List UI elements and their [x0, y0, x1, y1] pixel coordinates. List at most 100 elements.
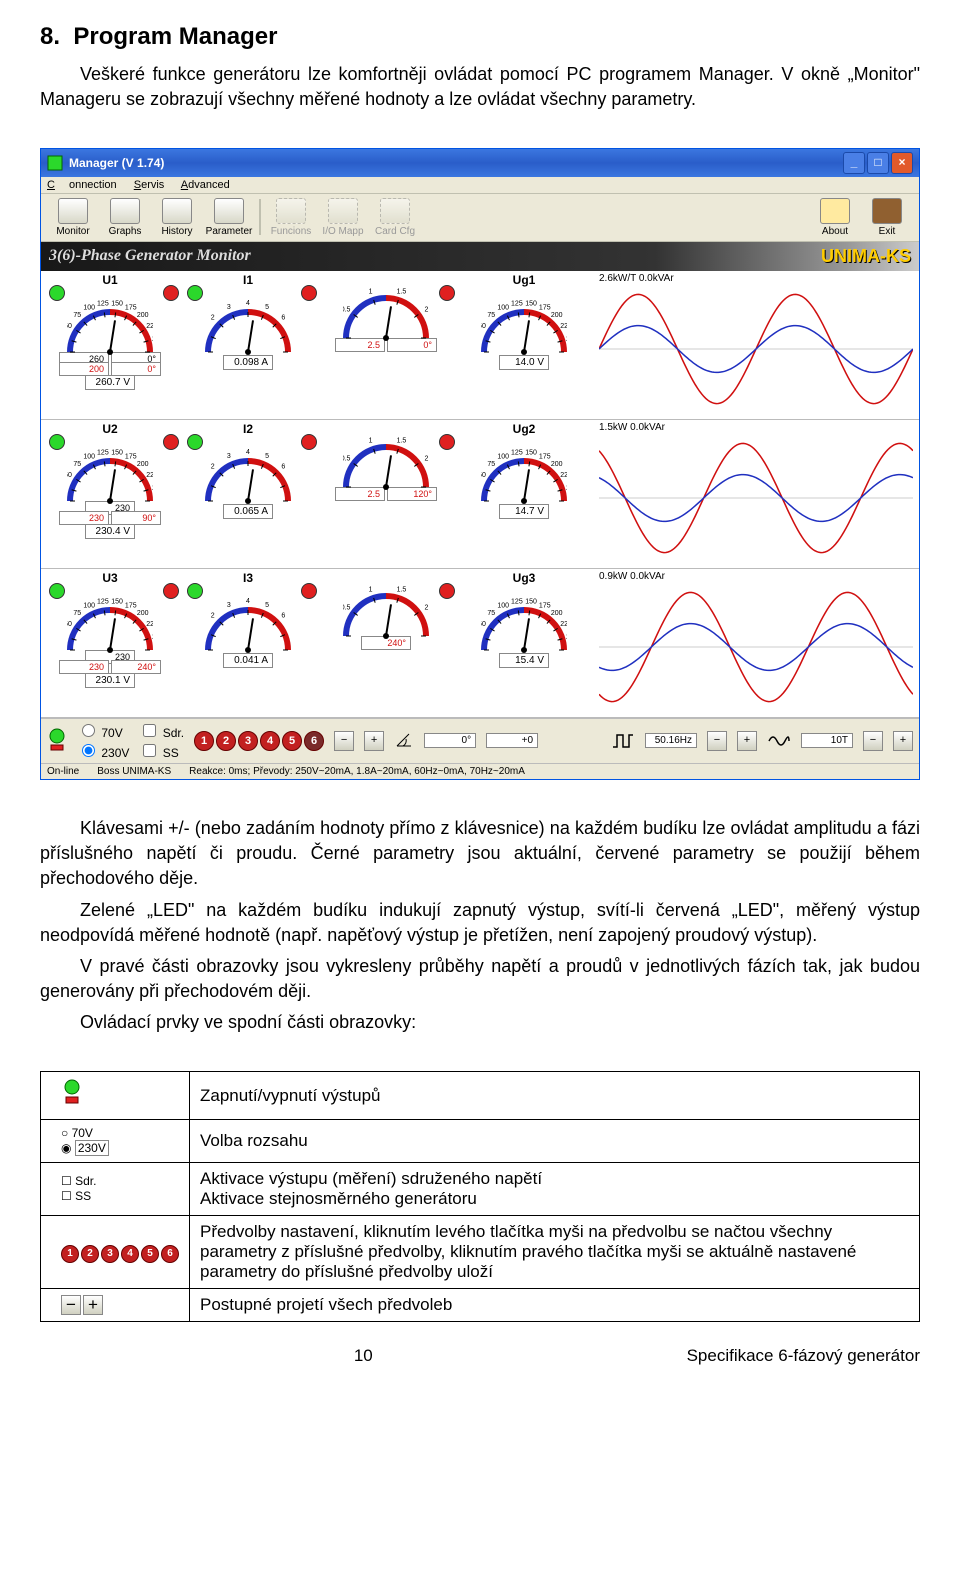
amp2-value[interactable]: 230 [59, 511, 109, 525]
page-footer: 10 Specifikace 6-fázový generátor [0, 1342, 960, 1386]
freq-value[interactable]: 50.16Hz [645, 733, 697, 748]
gauge-cell: Ug2 0255075100125150175200225250275 14.7… [455, 420, 593, 568]
svg-text:225: 225 [560, 323, 567, 330]
svg-text:175: 175 [539, 602, 551, 609]
phase2-value[interactable]: 90° [111, 511, 161, 525]
icon-power-toggle [41, 1072, 190, 1120]
right-plus-button[interactable]: + [893, 731, 913, 751]
toolbar: Monitor Graphs History Parameter Funcion… [41, 194, 919, 242]
svg-text:175: 175 [125, 602, 137, 609]
svg-text:0.5: 0.5 [343, 307, 351, 314]
led-right [439, 583, 455, 599]
gauge-dial[interactable]: 0255075100125150175200225250275 [481, 437, 567, 507]
gauge-label: Ug1 [459, 273, 589, 287]
minus-button[interactable]: − [334, 731, 354, 751]
svg-text:1: 1 [369, 586, 373, 593]
range-230v-radio[interactable]: 230V [77, 741, 129, 761]
gauge-dial[interactable]: 012345678 [205, 586, 291, 656]
freq-minus-button[interactable]: − [707, 731, 727, 751]
gauge-label: Ug3 [459, 571, 589, 585]
preset-ball[interactable]: 4 [260, 731, 280, 751]
svg-text:175: 175 [539, 453, 551, 460]
desc-power: Zapnutí/vypnutí výstupů [190, 1072, 920, 1120]
toolbar-about[interactable]: About [809, 198, 861, 237]
led-right [301, 434, 317, 450]
waveform [599, 284, 913, 414]
svg-text:100: 100 [497, 304, 509, 311]
led-right [301, 583, 317, 599]
wave-icon [767, 731, 791, 751]
amp2-value[interactable]: 230 [59, 660, 109, 674]
right-value[interactable]: 10T [801, 733, 853, 748]
svg-text:3: 3 [227, 602, 231, 609]
svg-text:175: 175 [539, 304, 551, 311]
svg-text:75: 75 [487, 461, 495, 468]
phase-value[interactable]: 0° [424, 733, 476, 748]
menu-servis[interactable]: Servis [134, 179, 165, 191]
led-right [439, 434, 455, 450]
freq-plus-button[interactable]: + [737, 731, 757, 751]
gauge-dial[interactable]: 0255075100125150175200225250275 [481, 586, 567, 656]
svg-text:150: 150 [111, 300, 123, 307]
phase2-value[interactable]: 0° [111, 362, 161, 376]
offset-value[interactable]: +0 [486, 733, 538, 748]
preset-ball[interactable]: 1 [194, 731, 214, 751]
menu-connection[interactable]: Connection [47, 179, 117, 191]
range-70v-radio[interactable]: 70V [77, 721, 129, 741]
gauge-dial[interactable]: 012345678 [205, 288, 291, 358]
gauge-dial[interactable]: 012345678 [205, 437, 291, 507]
gauge-dial[interactable]: 00.511.522.5 [343, 572, 429, 642]
titlebar[interactable]: Manager (V 1.74) _ □ × [41, 149, 919, 177]
svg-text:75: 75 [487, 312, 495, 319]
desc-range: Volba rozsahu [190, 1120, 920, 1163]
preset-ball[interactable]: 3 [238, 731, 258, 751]
led-left [187, 583, 203, 599]
desc-activation: Aktivace výstupu (měření) sdruženého nap… [190, 1163, 920, 1216]
gauge-cell: 00.511.522.5 2.5 120° [317, 420, 455, 568]
svg-text:125: 125 [97, 300, 109, 307]
amp2-value[interactable]: 200 [59, 362, 109, 376]
icon-presets: 1 2 3 4 5 6 [41, 1216, 190, 1289]
sdr-checkbox[interactable]: Sdr. [139, 721, 184, 741]
led-right [163, 583, 179, 599]
right-minus-button[interactable]: − [863, 731, 883, 751]
preset-ball[interactable]: 6 [304, 731, 324, 751]
toolbar-exit[interactable]: Exit [861, 198, 913, 237]
plus-button[interactable]: + [364, 731, 384, 751]
gauge-dial[interactable]: 0255075100125150175200225250275 [67, 586, 153, 656]
maximize-button[interactable]: □ [867, 152, 889, 174]
preset-ball[interactable]: 5 [282, 731, 302, 751]
svg-text:1: 1 [369, 437, 373, 444]
toolbar-cardcfg: Card Cfg [369, 198, 421, 237]
svg-text:150: 150 [525, 598, 537, 605]
menu-advanced[interactable]: Advanced [181, 179, 230, 191]
toolbar-graphs[interactable]: Graphs [99, 198, 151, 237]
toolbar-funcions: Funcions [265, 198, 317, 237]
toolbar-parameter[interactable]: Parameter [203, 198, 255, 237]
waveform [599, 582, 913, 712]
svg-text:200: 200 [551, 610, 563, 617]
desc-sweep: Postupné projetí všech předvoleb [190, 1289, 920, 1322]
toolbar-history[interactable]: History [151, 198, 203, 237]
wave-label: 0.9kW 0.0kVAr [599, 571, 913, 582]
gauge-dial[interactable]: 0255075100125150175200225250275 [481, 288, 567, 358]
phase2-value[interactable]: 240° [111, 660, 161, 674]
gauge-dial[interactable]: 00.511.522.5 [343, 423, 429, 493]
toolbar-monitor[interactable]: Monitor [47, 198, 99, 237]
power-toggle-icon[interactable] [47, 727, 67, 755]
minimize-button[interactable]: _ [843, 152, 865, 174]
gauge-dial[interactable]: 0255075100125150175200225250275 [67, 288, 153, 358]
gauge-dial[interactable]: 0255075100125150175200225250275 [67, 437, 153, 507]
svg-text:2: 2 [424, 605, 428, 612]
svg-text:200: 200 [137, 312, 149, 319]
status-online: On-line [47, 766, 79, 777]
preset-ball[interactable]: 2 [216, 731, 236, 751]
svg-text:5: 5 [265, 453, 269, 460]
gauge-dial[interactable]: 00.511.522.5 [343, 274, 429, 344]
svg-text:125: 125 [97, 598, 109, 605]
close-button[interactable]: × [891, 152, 913, 174]
ss-checkbox[interactable]: SS [139, 741, 184, 761]
led-right [439, 285, 455, 301]
toolbar-iomapp: I/O Mapp [317, 198, 369, 237]
led-left [49, 583, 65, 599]
